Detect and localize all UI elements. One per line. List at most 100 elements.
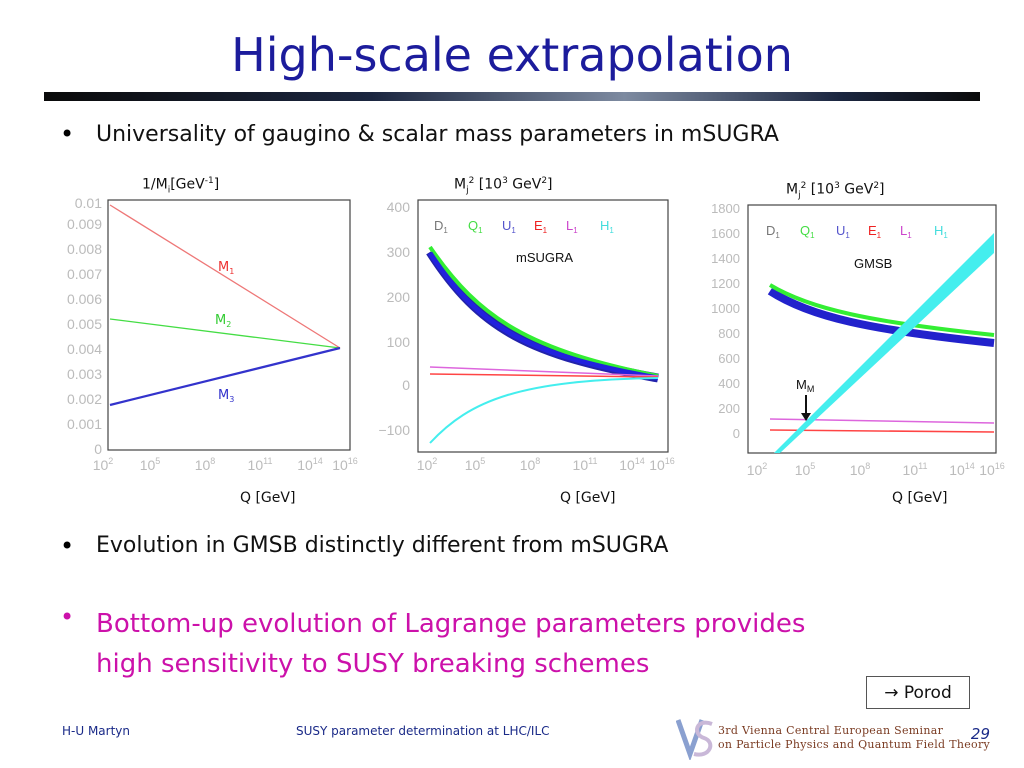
plot3-ytick-800: 800: [718, 326, 740, 341]
plot3-series-e1: [769, 429, 995, 433]
footer-author: H-U Martyn: [62, 724, 131, 738]
plot1-ytick-6: 0.006: [67, 291, 102, 307]
bullet-dot-2: •: [60, 532, 75, 560]
footer-talk-title: SUSY parameter determination at LHC/ILC: [296, 724, 550, 738]
plot2-legend-d1: D1: [434, 218, 448, 235]
plot1-xlabel: Q [GeV]: [240, 490, 296, 506]
plot2-legend-l1: L1: [566, 218, 578, 235]
plot1-ytick-9: 0.009: [67, 216, 102, 232]
plot1-ytick-0: 0: [94, 441, 102, 457]
plot2-legend-e1: E1: [534, 218, 548, 235]
plot1-xtick-4: 1014: [297, 456, 323, 473]
plot2-xlabel: Q [GeV]: [560, 490, 616, 506]
plot3-annotation: GMSB: [854, 256, 892, 271]
plot1-series-m2: [109, 318, 341, 349]
plot3-ytick-1000: 1000: [711, 301, 740, 316]
plot2-xtick-1: 105: [465, 456, 486, 473]
plot3-series-l1: [769, 418, 995, 424]
plot2-series-h1: [429, 377, 659, 444]
plot3-marker-arrowhead: [801, 413, 811, 421]
plot1-label-m1: M1: [218, 260, 234, 276]
plot3-ytick-1200: 1200: [711, 276, 740, 291]
plot3-ytick-0: 0: [733, 426, 740, 441]
plot3-ytick-1600: 1600: [711, 226, 740, 241]
plot3-ytick-200: 200: [718, 401, 740, 416]
plot3-series-h1: [774, 233, 994, 453]
plot2-legend-u1: U1: [502, 218, 516, 235]
plot3-legend-d1: D1: [766, 223, 780, 240]
plot1-ytick-3: 0.003: [67, 366, 102, 382]
plot2-ytick-0: 0: [402, 377, 410, 393]
plot1-xtick-5: 1016: [332, 456, 358, 473]
plot2-ytick-300: 300: [387, 244, 411, 260]
porod-reference-box: → Porod: [866, 676, 970, 709]
plot1-xtick-0: 102: [93, 456, 114, 473]
plot3-xtick-5: 1016: [979, 461, 1005, 478]
plot2-ytick-m100: −100: [378, 422, 410, 438]
plot1-xtick-1: 105: [140, 456, 161, 473]
bullet-text-3: Bottom-up evolution of Lagrange paramete…: [96, 604, 805, 684]
plot3-legend-l1: L1: [900, 223, 912, 240]
bullet-dot-3: •: [60, 603, 75, 631]
plot3-marker-label: MM: [796, 377, 814, 394]
plot3-legend-q1: Q1: [800, 223, 815, 240]
plot1-ytick-2: 0.002: [67, 391, 102, 407]
plot3-ytick-600: 600: [718, 351, 740, 366]
plot2-legend-h1: H1: [600, 218, 614, 235]
plot1-ytick-1: 0.001: [67, 416, 102, 432]
plot3-xtick-0: 102: [747, 461, 768, 478]
vcs-logo-icon: [676, 719, 713, 760]
plot2-xtick-5: 1016: [649, 456, 675, 473]
bullet-text-1: Universality of gaugino & scalar mass pa…: [96, 122, 779, 147]
plot1-svg: 0 0.001 0.002 0.003 0.004 0.005 0.006 0.…: [67, 195, 358, 473]
plot2-ylabel: Mj2 [103 GeV2]: [454, 176, 553, 196]
plot1-series-m3: [109, 346, 341, 407]
plot1-ytick-8: 0.008: [67, 241, 102, 257]
plot1-ytick-5: 0.005: [67, 316, 102, 332]
bullet-dot-1: •: [60, 120, 75, 148]
title-rule: [44, 92, 980, 101]
bullet-text-2: Evolution in GMSB distinctly different f…: [96, 533, 669, 558]
highlight-line-2: high sensitivity to SUSY breaking scheme…: [96, 649, 650, 679]
plot2-annotation: mSUGRA: [516, 250, 573, 265]
plot3-xtick-3: 1011: [903, 461, 928, 478]
plot1-ytick-4: 0.004: [67, 341, 102, 357]
highlight-line-1: Bottom-up evolution of Lagrange paramete…: [96, 609, 806, 639]
plot3-ytick-400: 400: [718, 376, 740, 391]
slide-title: High-scale extrapolation: [231, 28, 793, 82]
plot3-svg: 1800 1600 1400 1200 1000 800 600 400 200…: [711, 201, 1005, 478]
plot2-xtick-0: 102: [417, 456, 438, 473]
plot1-ylabel: 1/Mi[GeV-1]: [142, 176, 220, 196]
plot2-xtick-2: 108: [520, 456, 541, 473]
plot3-ytick-1800: 1800: [711, 201, 740, 216]
page-number: 29: [970, 725, 990, 743]
plot1-xtick-3: 1011: [248, 456, 273, 473]
plot3-xtick-2: 108: [850, 461, 871, 478]
plot2-series-d1: [427, 251, 659, 381]
plot2-ytick-200: 200: [387, 289, 411, 305]
seminar-line-2: on Particle Physics and Quantum Field Th…: [718, 738, 991, 751]
plot1-series-m1: [109, 204, 341, 349]
plot1-ytick-7: 0.007: [67, 266, 102, 282]
plot3-legend-h1: H1: [934, 223, 948, 240]
plot3-legend-e1: E1: [868, 223, 882, 240]
seminar-line-1: 3rd Vienna Central European Seminar: [718, 724, 944, 737]
plot1-label-m3: M3: [218, 388, 234, 404]
plot2-series-l1: [429, 366, 659, 377]
plot3-series-u1: [767, 287, 995, 347]
plot2-xtick-3: 1011: [573, 456, 598, 473]
plot2-svg: 400 300 200 100 0 −100 102 105 108 1011 …: [378, 199, 675, 473]
plot1-label-m2: M2: [215, 313, 231, 329]
plot3-ytick-1400: 1400: [711, 251, 740, 266]
plot2-ytick-100: 100: [387, 334, 411, 350]
plot3-xlabel: Q [GeV]: [892, 490, 948, 506]
seminar-name: 3rd Vienna Central European Seminar on P…: [718, 724, 990, 752]
plot3-ylabel: Mj2 [103 GeV2]: [786, 181, 885, 201]
plot2-legend-q1: Q1: [468, 218, 483, 235]
plot2-xtick-4: 1014: [619, 456, 645, 473]
plot2-ytick-400: 400: [387, 199, 411, 215]
plot3-xtick-4: 1014: [949, 461, 975, 478]
plot2-series-e1: [429, 373, 659, 378]
plot1-ytick-10: 0.01: [75, 195, 102, 211]
plot3-legend-u1: U1: [836, 223, 850, 240]
